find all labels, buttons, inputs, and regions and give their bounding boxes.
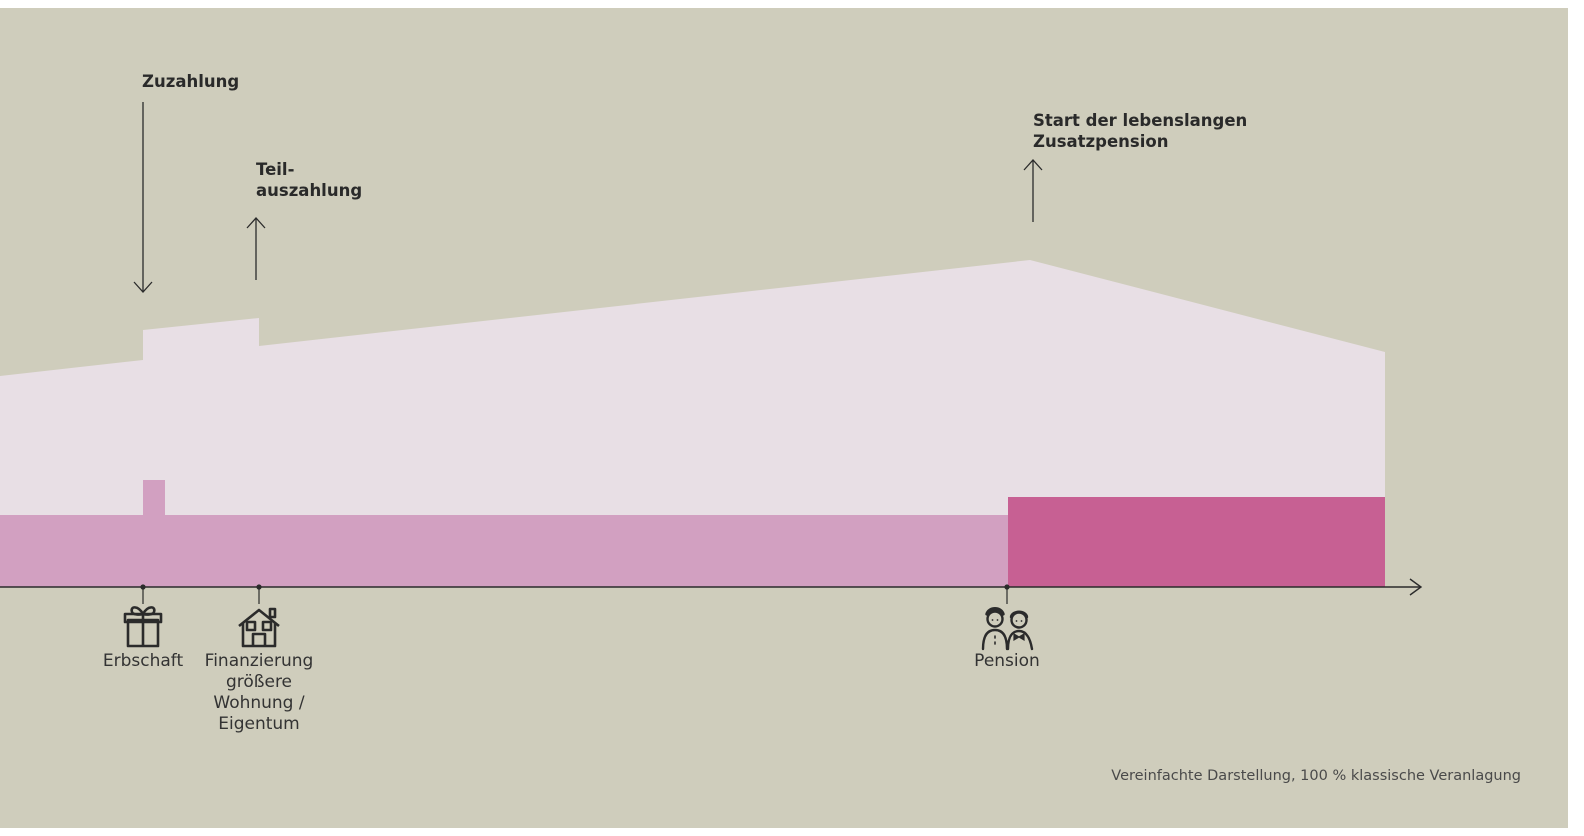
milestone-label-line: Wohnung / bbox=[194, 693, 324, 714]
milestone-label-line: Erbschaft bbox=[83, 651, 203, 672]
tick-erbschaft bbox=[140, 584, 145, 604]
partial-payout-label-line: auszahlung bbox=[256, 180, 362, 201]
milestone-label-line: Pension bbox=[947, 651, 1067, 672]
diagram-canvas: Zuzahlung Teil- auszahlung Start der leb… bbox=[0, 8, 1568, 828]
tick-pension bbox=[1004, 584, 1009, 604]
pension-start-arrow bbox=[1024, 160, 1042, 222]
pension-area bbox=[1008, 497, 1385, 587]
partial-payout-label-line: Teil- bbox=[256, 159, 362, 180]
pension-start-label-line: Start der lebenslangen bbox=[1033, 110, 1247, 131]
pension-start-label: Start der lebenslangen Zusatzpension bbox=[1033, 110, 1247, 152]
couple-icon bbox=[983, 609, 1032, 649]
milestone-label-pension: Pension bbox=[947, 651, 1067, 672]
milestone-label-line: größere bbox=[194, 672, 324, 693]
top-up-label: Zuzahlung bbox=[142, 71, 239, 92]
gift-icon bbox=[125, 607, 161, 646]
house-icon bbox=[239, 609, 279, 646]
partial-payout-arrow bbox=[247, 218, 265, 280]
tick-finanzierung bbox=[256, 584, 261, 604]
milestone-label-line: Eigentum bbox=[194, 714, 324, 735]
milestone-label-line: Finanzierung bbox=[194, 651, 324, 672]
footnote: Vereinfachte Darstellung, 100 % klassisc… bbox=[1111, 768, 1521, 784]
partial-payout-label: Teil- auszahlung bbox=[256, 159, 362, 201]
top-up-arrow bbox=[134, 102, 152, 292]
pension-start-label-line: Zusatzpension bbox=[1033, 131, 1247, 152]
milestone-label-erbschaft: Erbschaft bbox=[83, 651, 203, 672]
milestone-label-finanzierung: Finanzierung größere Wohnung / Eigentum bbox=[194, 651, 324, 735]
